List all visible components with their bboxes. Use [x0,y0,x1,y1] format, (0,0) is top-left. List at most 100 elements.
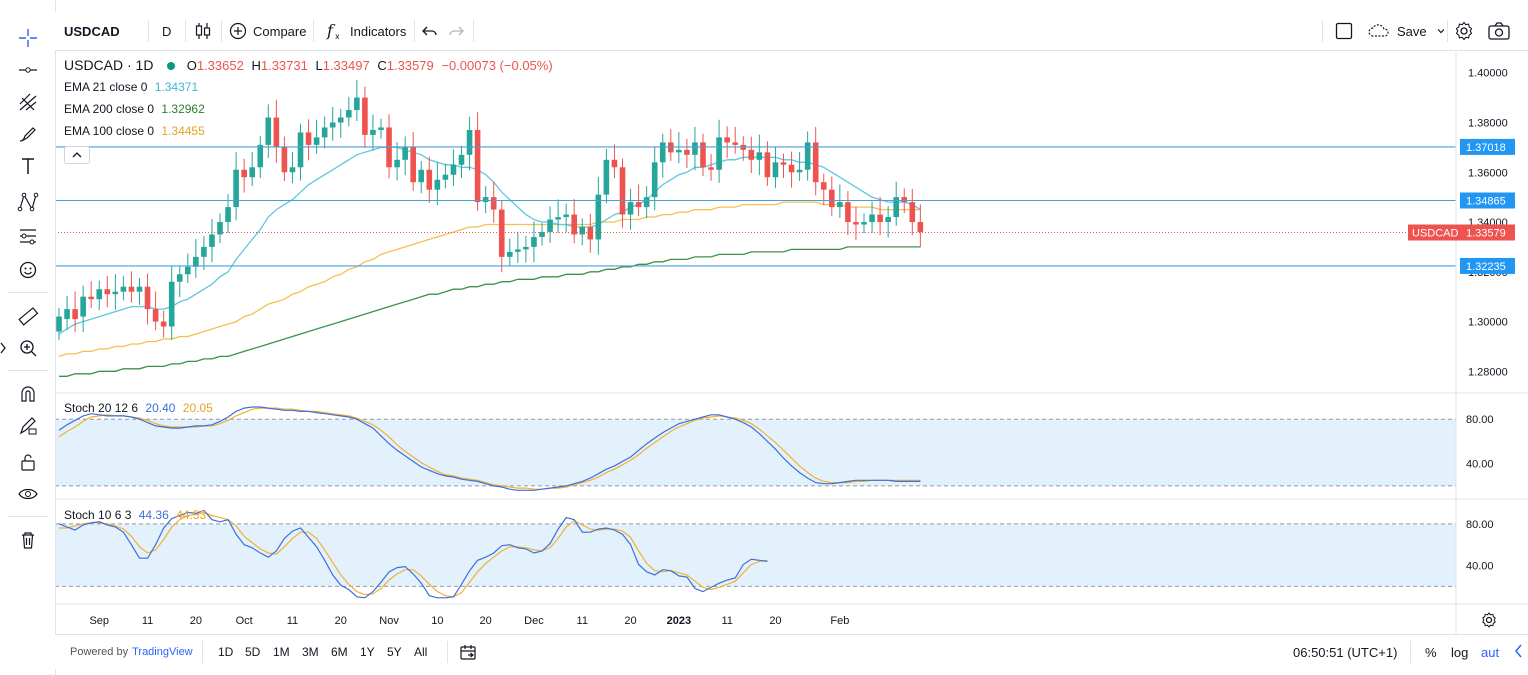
toolbar-divider [1322,20,1323,42]
stoch1-label: Stoch 20 12 6 [64,401,139,415]
go-to-date-button[interactable] [459,635,477,669]
time-tick-label: 20 [769,615,781,627]
toolbar-divider [313,20,314,42]
timezone-button[interactable]: 06:50:51 (UTC+1) [1293,635,1397,669]
ema21-legend[interactable]: EMA 21 close 0 1.34371 [64,80,202,94]
range-button-5y[interactable]: 5Y [387,645,402,659]
trend-line-tool[interactable] [12,54,44,86]
range-button-3m[interactable]: 3M [302,645,319,659]
measure-tool[interactable] [12,300,44,332]
auto-scale-button[interactable]: aut [1481,635,1499,669]
price-tick-label: 1.30000 [1468,317,1508,329]
range-button-1m[interactable]: 1M [273,645,290,659]
unlock-icon [21,454,35,471]
chart-settings-button[interactable] [1480,611,1498,629]
ema100-legend[interactable]: EMA 100 close 0 1.34455 [64,124,209,138]
high-value: 1.33731 [260,58,308,73]
hide-drawings-tool[interactable] [12,478,44,510]
stoch2-axis-label: 40.00 [1466,561,1494,573]
toolbar-divider [414,20,415,42]
price-pane[interactable] [55,79,1456,377]
range-button-5d[interactable]: 5D [245,645,261,659]
stoch1-axis-label: 80.00 [1466,414,1494,426]
level-price-tag [1460,192,1515,209]
interval-button[interactable]: D [162,12,171,50]
toolbar-divider [221,20,222,42]
candle-body [136,286,143,292]
close-label: C [377,58,387,73]
candle-body [201,246,207,257]
range-button-1y[interactable]: 1Y [360,645,375,659]
time-tick-label: 11 [142,615,153,627]
candle-body [909,202,916,223]
pitchfork-icon [19,93,37,111]
candle-body [72,309,78,320]
plus-circle-icon [229,22,247,40]
candle-body [394,159,400,168]
save-button[interactable]: Save [1367,12,1447,50]
text-tool[interactable] [12,150,44,182]
snapshot-button[interactable] [1487,12,1511,50]
magnet-tool[interactable] [12,378,44,410]
collapse-right-panel-button[interactable] [1508,636,1528,666]
brush-tool[interactable] [12,118,44,150]
fib-tool[interactable] [12,86,44,118]
chart-type-button[interactable] [194,12,212,50]
zoom-tool[interactable] [12,332,44,364]
compare-button[interactable]: Compare [228,12,306,50]
candle-body [764,152,771,178]
ema21-label: EMA 21 close 0 [64,80,148,94]
chevron-left-icon [1515,644,1522,658]
redo-button[interactable] [447,12,465,50]
stoch-20-12-6-pane[interactable] [55,406,1456,491]
range-button-all[interactable]: All [414,645,428,659]
candle-body [233,169,239,208]
camera-icon [1488,22,1510,40]
prediction-tool[interactable] [12,220,44,252]
collapse-legend-button[interactable] [64,146,90,164]
candle-body [482,197,489,203]
powered-by-link[interactable]: Powered by TradingView [70,635,193,669]
stay-in-drawing-tool[interactable] [12,410,44,442]
candle-body [490,197,497,210]
layout-button[interactable] [1334,12,1354,50]
price-tick-label: 1.40000 [1468,68,1508,80]
candle-body [64,309,70,320]
time-tick-label: 20 [190,615,202,627]
lock-drawings-tool[interactable] [12,446,44,478]
range-button-1d[interactable]: 1D [218,645,234,659]
undo-button[interactable] [421,12,439,50]
stoch2-axis-label: 80.00 [1466,519,1494,531]
ema21-line [58,146,921,335]
symbol-search[interactable]: USDCAD [64,12,120,50]
emoji-tool[interactable] [12,254,44,286]
time-tick-label: 2023 [667,615,691,627]
percent-label: % [1425,644,1437,660]
chevron-up-icon [72,152,82,158]
candle-body [539,231,545,237]
pattern-icon [17,192,39,212]
low-value: 1.33497 [322,58,370,73]
open-label: O [186,58,197,73]
ema200-legend[interactable]: EMA 200 close 0 1.32962 [64,102,209,116]
level-price-label: 1.37018 [1466,142,1506,154]
candle-body [466,129,473,155]
symbol-title[interactable]: USDCAD · 1D [64,57,154,73]
crosshair-tool[interactable] [12,22,44,54]
pattern-tool[interactable] [12,186,44,218]
stoch1-legend[interactable]: Stoch 20 12 6 20.40 20.05 [64,401,217,415]
percent-scale-button[interactable]: % [1425,635,1437,669]
remove-drawings-tool[interactable] [12,524,44,556]
candle-body [555,217,561,220]
candle-body [418,169,425,183]
log-scale-button[interactable]: log [1451,635,1468,669]
expand-toolbar-arrow[interactable] [0,341,6,355]
range-button-6m[interactable]: 6M [331,645,348,659]
candle-body [547,219,553,232]
stoch-10-6-3-pane[interactable] [55,509,1456,599]
settings-button[interactable] [1453,12,1475,50]
zoom-in-icon [20,340,37,357]
stoch2-legend[interactable]: Stoch 10 6 3 44.36 44.53 [64,508,210,522]
